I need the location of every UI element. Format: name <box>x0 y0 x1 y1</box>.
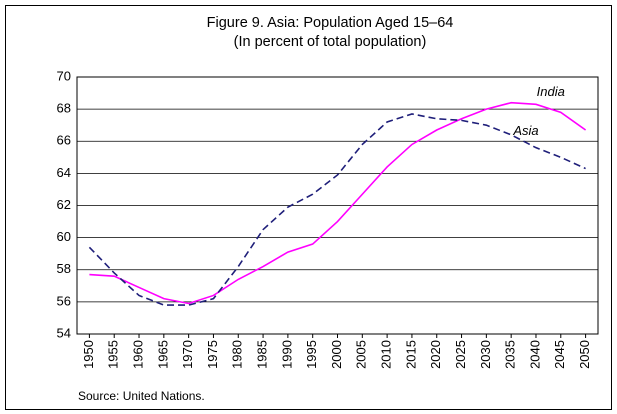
series-label: India <box>537 84 565 99</box>
x-tick-label: 1970 <box>180 340 195 369</box>
y-tick-label: 68 <box>57 101 71 116</box>
series-line <box>89 101 587 305</box>
y-tick-label: 70 <box>57 68 71 83</box>
x-tick-label: 2020 <box>428 340 443 369</box>
x-tick-label: 2005 <box>354 340 369 369</box>
x-tick-label: 2050 <box>577 340 592 369</box>
x-tick-label: 2035 <box>503 340 518 369</box>
chart-title: Figure 9. Asia: Population Aged 15–64 <box>207 15 454 31</box>
y-tick-label: 58 <box>57 261 71 276</box>
x-tick-label: 2000 <box>329 340 344 369</box>
y-tick-label: 62 <box>57 197 71 212</box>
x-tick-label: 1975 <box>205 340 220 369</box>
chart-subtitle: (In percent of total population) <box>234 34 427 50</box>
x-tick-label: 2015 <box>403 340 418 369</box>
frame <box>5 5 612 410</box>
x-tick-label: 1980 <box>230 340 245 369</box>
y-tick-label: 64 <box>57 165 71 180</box>
x-tick-label: 1960 <box>130 340 145 369</box>
x-tick-label: 1950 <box>81 340 96 369</box>
x-tick-label: 1985 <box>255 340 270 369</box>
x-tick-label: 2040 <box>527 340 542 369</box>
x-tick-label: 2025 <box>453 340 468 369</box>
x-tick-label: 1965 <box>155 340 170 369</box>
x-tick-label: 1995 <box>304 340 319 369</box>
x-tick-label: 2045 <box>552 340 567 369</box>
series-line <box>88 113 586 306</box>
series-label: Asia <box>512 123 538 138</box>
y-tick-label: 60 <box>57 229 71 244</box>
y-tick-label: 66 <box>57 133 71 148</box>
x-tick-label: 2010 <box>379 340 394 369</box>
source-note: Source: United Nations. <box>78 389 205 403</box>
x-tick-label: 1955 <box>106 340 121 369</box>
y-tick-label: 54 <box>57 325 71 340</box>
y-tick-label: 56 <box>57 293 71 308</box>
x-tick-label: 1990 <box>279 340 294 369</box>
x-tick-label: 2030 <box>478 340 493 369</box>
